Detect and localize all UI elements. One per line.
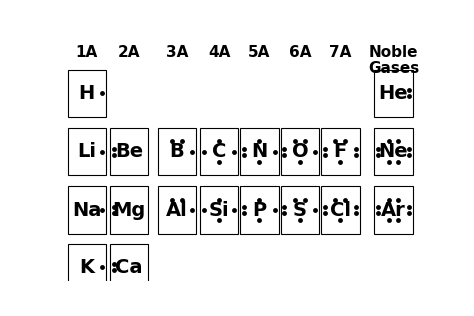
Text: P: P — [252, 201, 266, 220]
Text: 3A: 3A — [165, 45, 188, 60]
Text: 5A: 5A — [248, 45, 271, 60]
Text: F: F — [334, 142, 347, 161]
Bar — [281, 186, 319, 234]
Bar — [110, 244, 148, 291]
Bar — [67, 244, 106, 291]
Text: S: S — [293, 201, 307, 220]
Bar — [240, 186, 279, 234]
Text: Ne: Ne — [379, 142, 409, 161]
Text: 6A: 6A — [289, 45, 311, 60]
Bar — [240, 128, 279, 175]
Bar — [67, 70, 106, 117]
Text: Mg: Mg — [112, 201, 146, 220]
Bar — [110, 186, 148, 234]
Bar — [67, 128, 106, 175]
Text: Noble
Gases: Noble Gases — [368, 45, 419, 76]
Text: 1A: 1A — [76, 45, 98, 60]
Bar — [110, 128, 148, 175]
Bar — [200, 128, 238, 175]
Text: 4A: 4A — [208, 45, 230, 60]
Text: 2A: 2A — [118, 45, 140, 60]
Text: B: B — [169, 142, 184, 161]
Bar — [321, 128, 360, 175]
Bar — [374, 128, 413, 175]
Bar — [374, 186, 413, 234]
Bar — [157, 186, 196, 234]
Text: N: N — [251, 142, 268, 161]
Text: Be: Be — [115, 142, 143, 161]
Bar — [281, 128, 319, 175]
Text: K: K — [79, 258, 94, 277]
Text: H: H — [79, 84, 95, 103]
Text: Na: Na — [72, 201, 101, 220]
Text: O: O — [292, 142, 308, 161]
Text: 7A: 7A — [329, 45, 351, 60]
Bar — [374, 70, 413, 117]
Bar — [67, 186, 106, 234]
Bar — [321, 186, 360, 234]
Text: C: C — [212, 142, 226, 161]
Text: Si: Si — [209, 201, 229, 220]
Text: Cl: Cl — [330, 201, 351, 220]
Text: Ar: Ar — [381, 201, 406, 220]
Bar — [157, 128, 196, 175]
Text: Al: Al — [166, 201, 188, 220]
Text: Ca: Ca — [115, 258, 143, 277]
Text: Li: Li — [77, 142, 96, 161]
Text: He: He — [379, 84, 409, 103]
Bar — [200, 186, 238, 234]
